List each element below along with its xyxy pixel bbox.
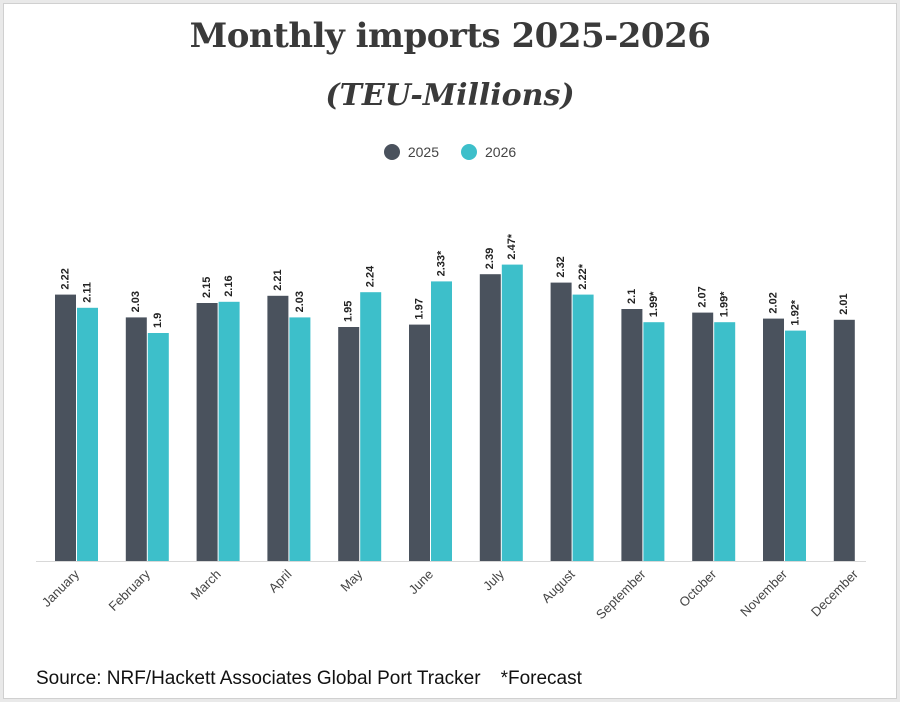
bar-2026-february: [147, 333, 169, 561]
bar-2026-july: [501, 264, 523, 561]
legend-item-2025: 2025: [383, 144, 439, 160]
bar-2026-august: [572, 294, 594, 561]
chart-card: Monthly imports 2025-2026 (TEU-Millions)…: [3, 3, 897, 699]
data-label-2025-july: 2.39: [484, 248, 496, 269]
bar-2026-november: [785, 330, 806, 561]
legend-label-2025: 2025: [407, 144, 439, 160]
bar-2025-july: [479, 274, 501, 561]
data-label-2025-october: 2.07: [697, 286, 709, 307]
source-note: Source: NRF/Hackett Associates Global Po…: [36, 668, 481, 689]
bar-2026-april: [289, 317, 311, 561]
x-tick-label-november: November: [737, 566, 790, 619]
x-tick-label-april: April: [266, 566, 295, 595]
data-label-2025-august: 2.32: [555, 256, 567, 277]
data-label-2026-january: 2.11: [81, 282, 93, 303]
forecast-note: *Forecast: [500, 668, 582, 689]
bar-2025-march: [196, 303, 218, 561]
bar-2026-october: [714, 322, 736, 561]
bar-2026-may: [360, 292, 382, 561]
bar-2025-december: [833, 319, 855, 561]
bar-2025-april: [267, 295, 289, 561]
bar-2025-june: [409, 324, 430, 561]
data-label-2025-june: 1.97: [413, 298, 425, 319]
bar-2026-march: [218, 301, 240, 561]
data-label-2025-march: 2.15: [201, 277, 213, 298]
data-label-2026-march: 2.16: [223, 275, 235, 296]
bar-2025-november: [763, 318, 784, 561]
legend-label-2026: 2026: [485, 144, 517, 160]
data-label-2026-may: 2.24: [365, 265, 377, 287]
legend-swatch-2026: [461, 144, 477, 160]
bar-2026-january: [77, 307, 98, 561]
x-tick-label-may: May: [337, 566, 365, 594]
x-tick-label-february: February: [106, 566, 154, 614]
bar-2025-january: [55, 294, 76, 561]
chart-footer: Source: NRF/Hackett Associates Global Po…: [36, 668, 582, 690]
x-tick-label-january: January: [39, 566, 83, 610]
x-tick-label-september: September: [593, 566, 649, 622]
data-label-2026-september: 1.99*: [648, 291, 660, 317]
data-label-2026-october: 1.99*: [719, 291, 731, 317]
bar-2025-february: [125, 317, 147, 561]
data-label-2026-february: 1.9: [152, 313, 164, 328]
bar-chart-plot: 2.22 2.11 January 2.03 1.9 February 2.15 2.16 Ma…: [36, 233, 866, 622]
data-label-2026-april: 2.03: [294, 291, 306, 312]
bar-2025-august: [550, 282, 572, 561]
x-tick-label-june: June: [406, 567, 437, 598]
data-label-2025-may: 1.95: [343, 301, 355, 322]
x-tick-label-october: October: [676, 566, 720, 610]
bar-2026-june: [431, 281, 452, 561]
data-label-2025-january: 2.22: [59, 268, 71, 289]
bar-2025-october: [692, 312, 714, 561]
data-label-2026-june: 2.33*: [435, 250, 447, 276]
bar-2026-september: [643, 322, 665, 561]
chart-title: Monthly imports 2025-2026: [189, 16, 711, 56]
legend: 2025 2026: [4, 144, 896, 160]
data-label-2026-july: 2.47*: [506, 233, 518, 259]
bar-2025-september: [621, 309, 643, 561]
x-tick-label-august: August: [538, 566, 577, 605]
data-label-2025-february: 2.03: [130, 291, 142, 312]
data-label-2026-november: 1.92*: [789, 299, 801, 325]
data-label-2025-november: 2.02: [767, 292, 779, 313]
legend-item-2026: 2026: [461, 144, 516, 160]
x-tick-label-march: March: [188, 567, 224, 603]
bar-2025-may: [338, 327, 360, 561]
chart-subtitle: (TEU-Millions): [325, 78, 575, 113]
data-label-2025-september: 2.1: [626, 289, 638, 304]
x-tick-label-july: July: [480, 566, 507, 593]
legend-swatch-2025: [383, 144, 400, 160]
data-label-2025-december: 2.01: [838, 293, 850, 314]
x-tick-label-december: December: [808, 566, 861, 619]
data-label-2026-august: 2.22*: [577, 263, 589, 289]
data-label-2025-april: 2.21: [272, 269, 284, 290]
